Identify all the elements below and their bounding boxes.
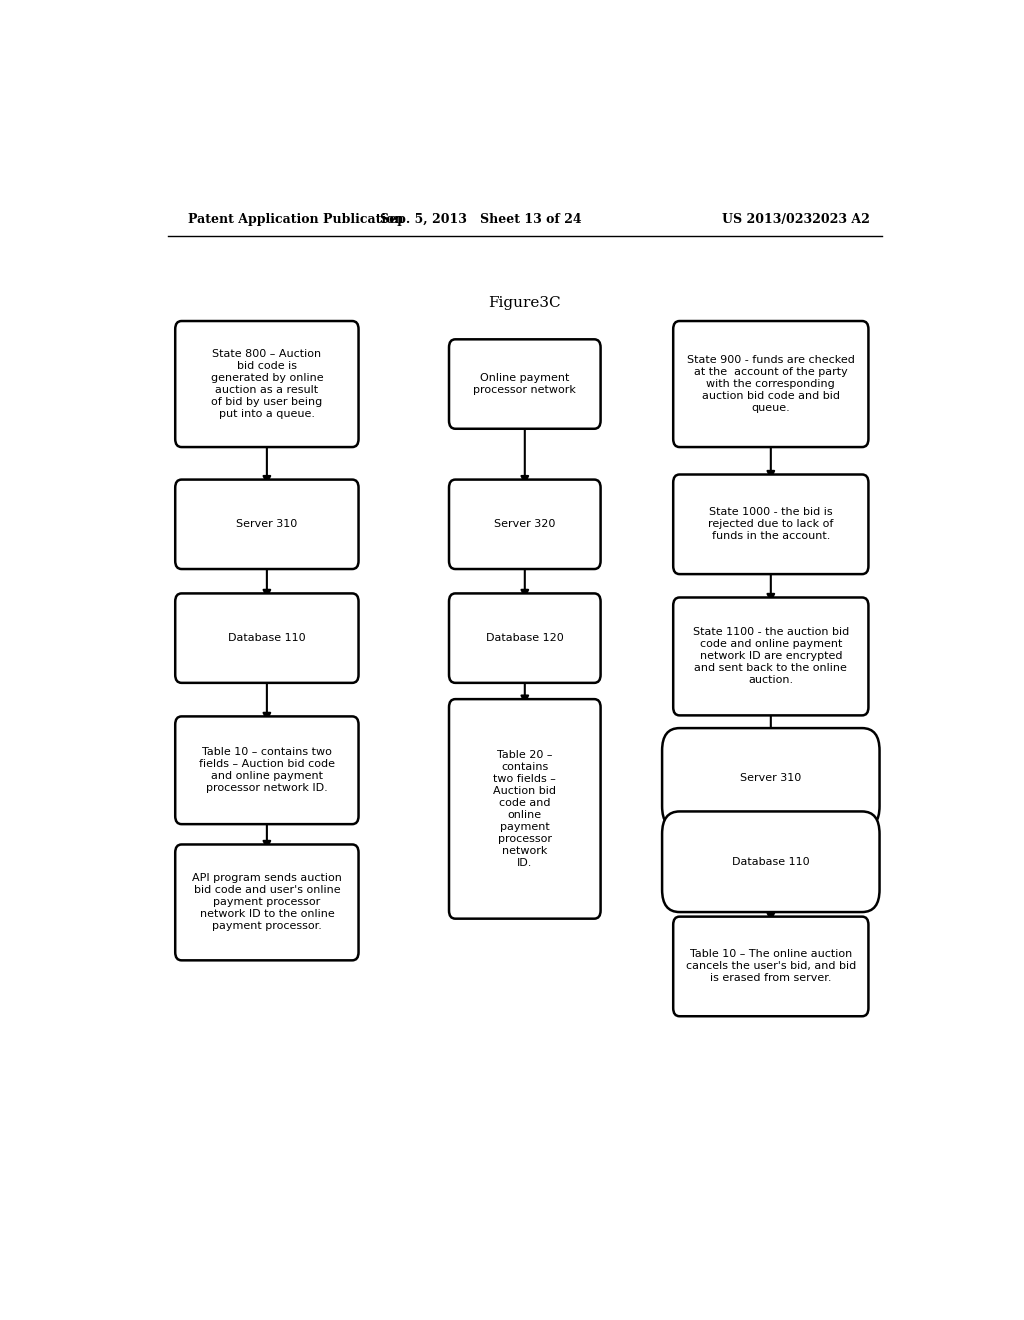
Text: Table 10 – The online auction
cancels the user's bid, and bid
is erased from ser: Table 10 – The online auction cancels th… [686,949,856,983]
Text: State 900 - funds are checked
at the  account of the party
with the correspondin: State 900 - funds are checked at the acc… [687,355,855,413]
Text: Online payment
processor network: Online payment processor network [473,374,577,395]
FancyBboxPatch shape [449,479,601,569]
FancyBboxPatch shape [175,479,358,569]
FancyBboxPatch shape [175,717,358,824]
FancyBboxPatch shape [663,812,880,912]
FancyBboxPatch shape [175,321,358,447]
Text: Patent Application Publication: Patent Application Publication [187,213,403,226]
Text: State 1100 - the auction bid
code and online payment
network ID are encrypted
an: State 1100 - the auction bid code and on… [692,627,849,685]
Text: API program sends auction
bid code and user's online
payment processor
network I: API program sends auction bid code and u… [191,874,342,932]
FancyBboxPatch shape [449,594,601,682]
FancyBboxPatch shape [175,845,358,961]
Text: Server 310: Server 310 [237,519,298,529]
Text: State 1000 - the bid is
rejected due to lack of
funds in the account.: State 1000 - the bid is rejected due to … [709,507,834,541]
Text: Database 120: Database 120 [486,634,563,643]
FancyBboxPatch shape [673,474,868,574]
FancyBboxPatch shape [673,321,868,447]
FancyBboxPatch shape [449,339,601,429]
FancyBboxPatch shape [175,594,358,682]
Text: Table 20 –
contains
two fields –
Auction bid
code and
online
payment
processor
n: Table 20 – contains two fields – Auction… [494,750,556,867]
Text: Figure3C: Figure3C [488,296,561,310]
FancyBboxPatch shape [663,729,880,829]
FancyBboxPatch shape [449,700,601,919]
Text: State 800 – Auction
bid code is
generated by online
auction as a result
of bid b: State 800 – Auction bid code is generate… [211,348,324,418]
Text: Server 310: Server 310 [740,774,802,783]
Text: Server 320: Server 320 [495,519,555,529]
FancyBboxPatch shape [673,916,868,1016]
Text: US 2013/0232023 A2: US 2013/0232023 A2 [722,213,870,226]
Text: Sep. 5, 2013   Sheet 13 of 24: Sep. 5, 2013 Sheet 13 of 24 [380,213,582,226]
FancyBboxPatch shape [673,598,868,715]
Text: Database 110: Database 110 [732,857,810,867]
Text: Database 110: Database 110 [228,634,306,643]
Text: Table 10 – contains two
fields – Auction bid code
and online payment
processor n: Table 10 – contains two fields – Auction… [199,747,335,793]
